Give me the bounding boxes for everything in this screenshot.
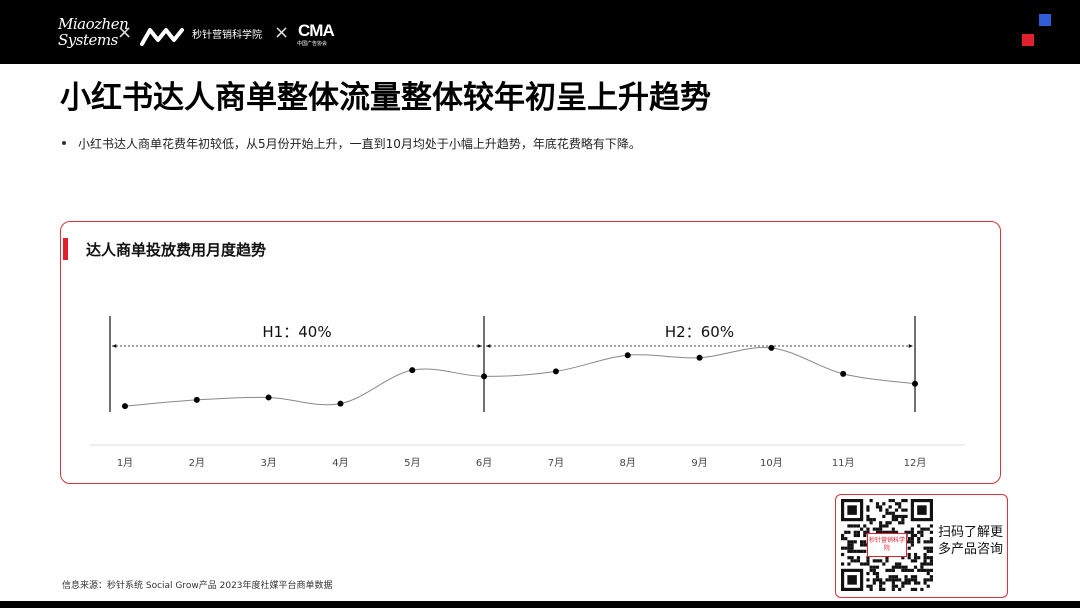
bullet-point: 小红书达人商单花费年初较低，从5月份开始上升，一直到10月均处于小幅上升趋势，年… <box>62 136 641 152</box>
data-point-2 <box>193 396 200 403</box>
chart-card-accent-bar <box>63 238 68 260</box>
chart-card <box>60 221 1001 484</box>
data-point-5 <box>409 367 416 374</box>
x-tick-label: 5月 <box>404 457 420 469</box>
data-point-7 <box>552 368 559 375</box>
page-title: 小红书达人商单整体流量整体较年初呈上升趋势 <box>60 80 711 116</box>
data-point-12 <box>912 380 918 387</box>
x-tick-label: 2月 <box>189 457 205 469</box>
cma-logo-subtitle: 中国广告协会 <box>297 41 328 47</box>
institute-logo-icon <box>140 28 184 46</box>
x-tick-label: 3月 <box>260 457 276 469</box>
chart-guides <box>90 316 965 446</box>
decor-red-square <box>1022 34 1034 46</box>
logo-line-1: Miaozhen <box>58 15 129 33</box>
x-tick-label: 6月 <box>476 457 492 469</box>
series-line <box>124 346 916 407</box>
decor-blue-square <box>1039 14 1051 26</box>
data-point-8 <box>624 352 631 359</box>
half-share-label: H2：60% <box>665 323 734 341</box>
x-tick-label: 11月 <box>832 457 855 469</box>
x-tick-label: 7月 <box>548 457 564 469</box>
data-point-9 <box>696 354 703 361</box>
logo-line-2: Systems <box>58 31 118 49</box>
chart-points <box>122 344 918 410</box>
x-tick-label: 4月 <box>332 457 348 469</box>
data-point-3 <box>265 394 272 401</box>
qr-center-logo: 秒针营销科学院 <box>867 533 907 557</box>
times-separator-2: × <box>274 22 290 43</box>
miaozhen-systems-logo: Miaozhen Systems <box>58 15 129 49</box>
x-tick-label: 12月 <box>904 457 927 469</box>
chart-annotations: H1：40% H2：60% <box>112 323 913 348</box>
chart-x-tick-labels: 1月 2月 3月 4月 5月 6月 7月 8月 9月 10月 11月 12月 <box>117 457 927 469</box>
data-point-4 <box>337 400 344 407</box>
institute-logo-text: 秒针营销科学院 <box>192 30 262 41</box>
data-source-note: 信息来源：秒针系统 Social Grow产品 2023年度社媒平台商单数据 <box>62 581 333 591</box>
data-point-6 <box>481 373 488 380</box>
qr-caption: 扫码了解更多产品咨询 <box>938 525 1004 557</box>
data-point-1 <box>122 403 128 410</box>
bullet-text: 小红书达人商单花费年初较低，从5月份开始上升，一直到10月均处于小幅上升趋势，年… <box>78 137 641 151</box>
bullet-dot <box>62 140 66 145</box>
data-point-11 <box>840 370 847 377</box>
chart-title: 达人商单投放费用月度趋势 <box>86 241 267 259</box>
times-separator-1: × <box>117 22 133 43</box>
x-tick-label: 10月 <box>760 457 783 469</box>
chart-series <box>124 346 916 407</box>
half-share-label: H1：40% <box>262 323 331 341</box>
cma-logo: CMA <box>298 21 335 40</box>
x-tick-label: 1月 <box>117 457 133 469</box>
x-tick-label: 8月 <box>620 457 636 469</box>
footer-bar <box>0 601 1080 608</box>
x-tick-label: 9月 <box>691 457 707 469</box>
